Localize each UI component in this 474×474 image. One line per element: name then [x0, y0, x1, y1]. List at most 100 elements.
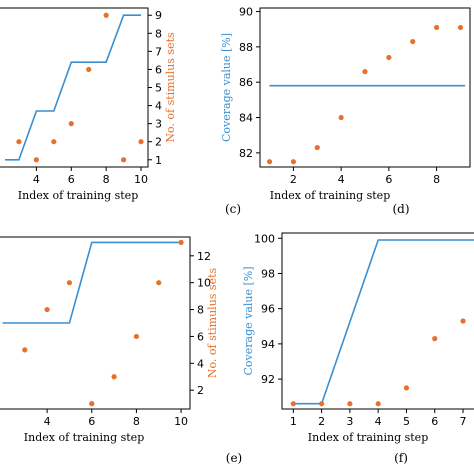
data-point [86, 66, 92, 73]
y-right-tick-label: 8 [155, 27, 162, 40]
data-point [338, 114, 344, 121]
y-right-tick-label: 2 [197, 384, 204, 397]
data-point [51, 139, 57, 145]
y-right-tick-label: 1 [155, 154, 162, 167]
data-point [178, 239, 184, 245]
x-tick-label: 4 [375, 415, 382, 428]
y-right-tick-label: 6 [197, 330, 204, 343]
y-right-tick-label: 5 [155, 82, 162, 95]
y-right-tick-label: 10 [197, 277, 211, 290]
panel-d: 2 4 6 8 82 84 86 88 90 Index of training step Cove… [220, 6, 471, 216]
y-tick-label: 84 [239, 112, 253, 125]
y-tick-label: 88 [239, 41, 253, 54]
plot-frame [281, 232, 474, 410]
x-tick-label: 6 [431, 415, 438, 428]
plot-frame [259, 7, 471, 168]
data-point [290, 159, 297, 165]
x-tick-label: 1 [290, 415, 297, 428]
panel-label: (f) [394, 451, 408, 465]
data-point [68, 121, 74, 127]
x-tick-label: 6 [385, 173, 392, 186]
data-point [403, 385, 410, 391]
data-point [433, 24, 440, 31]
series-line [293, 239, 474, 405]
y-right-tick-label: 7 [155, 45, 162, 58]
data-point [290, 401, 296, 407]
series-line [5, 14, 141, 161]
panel-f: 1 2 3 4 5 6 7 92 94 96 98 100 Index of training step… [242, 232, 474, 465]
panel-label: (c) [225, 202, 241, 216]
x-axis-label: Index of training step [18, 189, 138, 202]
data-point [375, 401, 381, 407]
data-point [460, 318, 466, 324]
data-point [133, 333, 140, 340]
y-right-tick-label: 9 [155, 9, 162, 22]
plot-frame [0, 236, 191, 410]
data-point [410, 38, 416, 45]
data-point [44, 306, 50, 313]
x-tick-label: 7 [460, 415, 467, 428]
panel-e: 4 6 8 10 2 4 6 8 10 12 Index of training step No. o… [0, 236, 242, 465]
x-tick-label: 2 [318, 415, 325, 428]
y-tick-label: 90 [239, 6, 253, 19]
y-right-tick-label: 2 [155, 136, 162, 149]
x-tick-label: 2 [290, 173, 297, 186]
data-point [266, 159, 273, 165]
x-tick-label: 6 [88, 415, 95, 428]
data-point [120, 157, 127, 163]
x-tick-label: 3 [346, 415, 353, 428]
panel-label: (d) [392, 202, 409, 216]
data-point [138, 139, 144, 145]
y-axis-label: Coverage value [%] [220, 33, 233, 142]
y-right-axis-label: No. of stimulus sets [164, 32, 177, 143]
data-point [347, 401, 353, 407]
data-point [156, 280, 162, 286]
data-point [22, 347, 28, 353]
x-tick-label: 4 [33, 173, 40, 186]
y-tick-label: 92 [261, 373, 275, 386]
x-tick-label: 4 [44, 415, 51, 428]
y-right-tick-label: 3 [155, 118, 162, 131]
data-point [66, 280, 73, 286]
x-axis-label: Index of training step [308, 431, 428, 444]
y-right-axis-label: No. of stimulus sets [206, 268, 219, 379]
x-axis-label: Index of training step [270, 189, 390, 202]
y-right-tick-label: 6 [155, 63, 162, 76]
data-point [33, 157, 39, 163]
x-tick-label: 10 [134, 173, 148, 186]
x-tick-label: 4 [338, 173, 345, 186]
x-tick-label: 8 [433, 173, 440, 186]
y-right-tick-label: 4 [155, 100, 162, 113]
data-point [432, 336, 438, 342]
x-tick-label: 8 [103, 173, 110, 186]
y-tick-label: 100 [254, 232, 275, 245]
x-tick-label: 6 [68, 173, 75, 186]
data-point [103, 12, 109, 18]
y-tick-label: 86 [239, 76, 253, 89]
x-tick-label: 10 [174, 415, 188, 428]
y-tick-label: 82 [239, 147, 253, 160]
data-point [319, 401, 325, 407]
data-point [16, 139, 22, 145]
y-axis-label: Coverage value [%] [242, 266, 255, 375]
y-right-tick-label: 8 [197, 304, 204, 317]
data-point [89, 401, 95, 407]
y-tick-label: 96 [261, 303, 275, 316]
x-tick-label: 8 [133, 415, 140, 428]
series-line [2, 241, 182, 324]
y-right-tick-label: 4 [197, 357, 204, 370]
plot-frame [0, 7, 149, 168]
data-point [362, 69, 368, 75]
data-point [457, 24, 464, 31]
panel-label: (e) [226, 451, 242, 465]
data-point [314, 144, 320, 151]
x-tick-label: 5 [403, 415, 410, 428]
y-tick-label: 98 [261, 267, 275, 280]
y-right-tick-label: 12 [197, 250, 211, 263]
x-axis-label: Index of training step [24, 431, 144, 444]
data-point [111, 374, 117, 380]
y-tick-label: 94 [261, 338, 275, 351]
data-point [386, 54, 392, 61]
